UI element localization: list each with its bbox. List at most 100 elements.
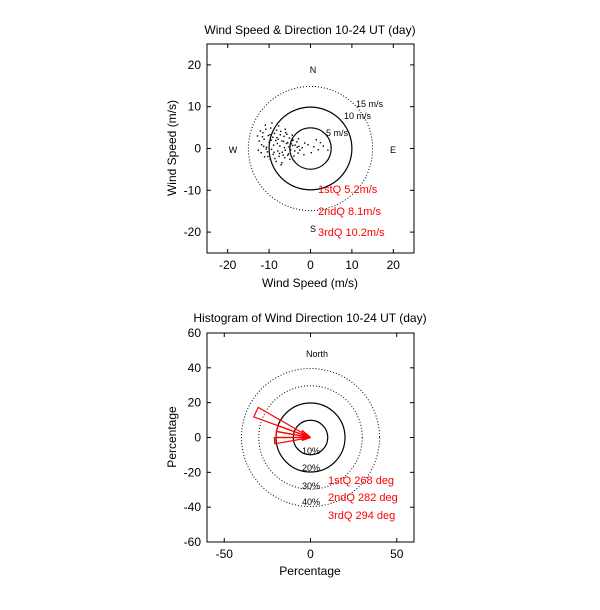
scatter-point	[313, 146, 315, 148]
speed-rings	[247, 85, 374, 212]
scatter-point	[273, 132, 276, 135]
scatter-point	[258, 140, 260, 142]
scatter-point	[270, 127, 272, 129]
scatter-point	[272, 153, 274, 156]
scatter-point	[296, 141, 298, 143]
scatter-point	[291, 134, 293, 136]
scatter-point	[261, 136, 264, 138]
scatter-point	[268, 141, 270, 143]
scatter-point	[307, 144, 309, 146]
scatter-point	[284, 156, 286, 159]
y-axis-label: Percentage	[165, 406, 179, 468]
scatter-point	[310, 151, 313, 154]
x-tick-label: 10	[345, 258, 359, 272]
scatter-point	[266, 151, 269, 153]
scatter-point	[315, 139, 317, 141]
quartile-3-annotation: 3rdQ 10.2m/s	[318, 227, 385, 239]
quartile-2-annotation: 2ndQ 282 deg	[328, 492, 398, 504]
compass-south: S	[310, 224, 316, 234]
scatter-point	[260, 151, 262, 154]
scatter-point	[319, 141, 322, 144]
scatter-point	[285, 142, 288, 145]
scatter-point	[317, 149, 320, 151]
scatter-point	[297, 152, 299, 154]
y-tick-label: 60	[188, 326, 202, 340]
scatter-point	[289, 158, 291, 161]
quartile-2-annotation: 2ndQ 8.1m/s	[318, 206, 381, 218]
scatter-point	[267, 134, 269, 137]
scatter-points	[256, 122, 329, 166]
scatter-point	[327, 149, 329, 151]
scatter-point	[276, 136, 278, 139]
x-tick-label: 0	[307, 258, 314, 272]
ring-label-20: 20%	[302, 463, 320, 473]
scatter-point	[263, 145, 265, 148]
wind-speed-scatter-chart: Wind Speed & Direction 10-24 UT (day) -2…	[165, 23, 416, 290]
scatter-point	[284, 149, 286, 151]
y-tick-label: 10	[188, 100, 202, 114]
scatter-point	[272, 144, 275, 146]
scatter-point	[269, 158, 272, 161]
x-tick-label: 50	[390, 547, 404, 561]
scatter-point	[263, 138, 265, 141]
scatter-point	[273, 151, 275, 153]
scatter-point	[284, 128, 286, 130]
scatter-point	[301, 146, 303, 149]
ring-label-10: 10%	[302, 446, 320, 456]
y-tick-label: -40	[184, 500, 202, 514]
scatter-point	[278, 152, 281, 155]
scatter-point	[293, 155, 295, 157]
scatter-point	[286, 133, 288, 135]
scatter-point	[282, 154, 284, 156]
scatter-point	[294, 150, 296, 152]
scatter-point	[265, 148, 267, 150]
scatter-point	[287, 154, 289, 156]
scatter-point	[282, 140, 285, 143]
x-tick-label: -20	[219, 258, 237, 272]
scatter-point	[275, 160, 277, 163]
ring-label-15: 15 m/s	[356, 99, 384, 109]
scatter-point	[263, 156, 266, 158]
y-tick-label: 40	[188, 361, 202, 375]
scatter-point	[297, 138, 300, 140]
scatter-point	[304, 142, 306, 144]
compass-east: E	[390, 145, 396, 155]
compass-north: North	[306, 349, 328, 359]
scatter-point	[287, 153, 290, 155]
compass-west: W	[229, 145, 238, 155]
ring-label-5: 5 m/s	[326, 128, 349, 138]
scatter-point	[281, 140, 283, 142]
scatter-point	[289, 149, 292, 151]
scatter-point	[290, 143, 293, 145]
quartile-3-annotation: 3rdQ 294 deg	[328, 510, 395, 522]
scatter-point	[265, 128, 267, 130]
scatter-point	[275, 129, 278, 131]
scatter-point	[299, 149, 301, 151]
scatter-point	[259, 130, 262, 132]
scatter-point	[296, 146, 298, 148]
y-tick-label: -10	[184, 183, 202, 197]
scatter-point	[275, 139, 277, 142]
ring-label-40: 40%	[302, 497, 320, 507]
ring-label-30: 30%	[302, 481, 320, 491]
ring-40	[241, 368, 380, 507]
scatter-point	[292, 139, 294, 141]
scatter-point	[270, 148, 273, 151]
ring-10	[268, 106, 353, 191]
scatter-point	[270, 139, 272, 141]
scatter-point	[298, 145, 300, 148]
scatter-point	[288, 146, 290, 148]
scatter-point	[279, 130, 282, 133]
x-axis-label: Percentage	[279, 564, 341, 578]
scatter-point	[283, 146, 286, 149]
y-tick-label: 20	[188, 58, 202, 72]
y-tick-label: -20	[184, 465, 202, 479]
scatter-point	[260, 144, 263, 146]
quartile-1-annotation: 1stQ 5.2m/s	[318, 184, 378, 196]
scatter-point	[291, 144, 294, 147]
x-axis-label: Wind Speed (m/s)	[262, 276, 358, 290]
compass-north: N	[310, 65, 317, 75]
scatter-point	[272, 136, 274, 138]
y-axis-ticks: 20 10 0 -10 -20	[184, 58, 414, 239]
